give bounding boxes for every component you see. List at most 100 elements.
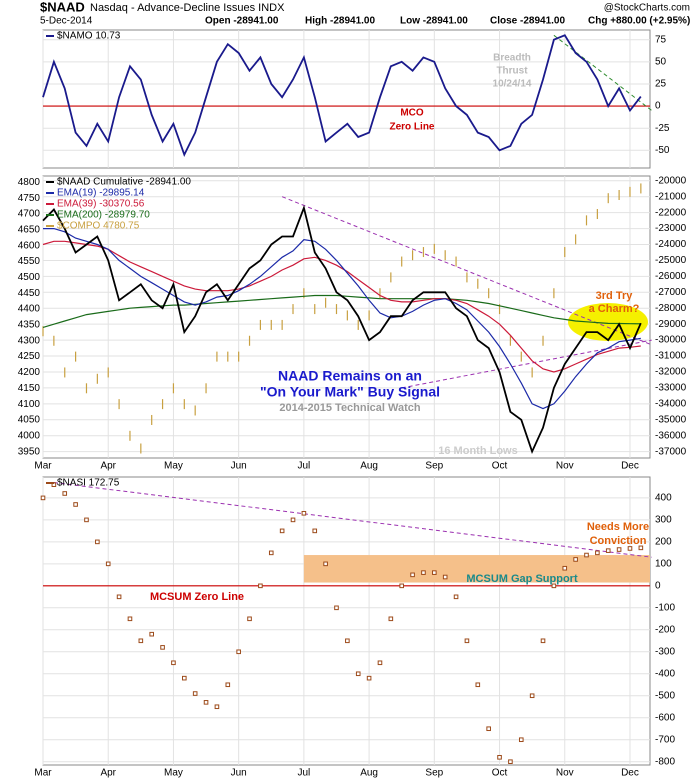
data-point [627,546,633,551]
data-point [584,552,589,558]
y-tick-label: -700 [655,734,675,745]
x-tick-label: Mar [34,461,52,472]
data-point [192,691,198,696]
data-point [312,528,318,534]
panel-frame [42,29,651,169]
data-point [345,638,350,644]
y2-tick-label: 4250 [18,351,41,362]
data-point [138,638,144,644]
data-point [551,583,557,589]
annotation: 2014-2015 Technical Watch [279,402,421,414]
y-tick-label: -500 [655,690,675,701]
close: Close -28941.00 [490,16,565,27]
y-tick-label: 25 [655,79,667,90]
data-point [182,675,187,681]
data-point [95,539,100,545]
y2-tick-label: 4700 [18,209,41,220]
y2-tick-label: 4050 [18,415,41,426]
y-tick-label: 0 [655,101,661,112]
legend-swatch [46,214,54,216]
y-tick-label: -800 [655,756,675,767]
y-tick-label: -37000 [655,446,687,457]
annotation: MCSUM Gap Support [466,573,578,585]
data-point [268,550,274,556]
y-tick-label: -32000 [655,367,687,378]
watermark: @StockCharts.com [604,3,690,14]
y-tick-label: -36000 [655,430,687,441]
legend-swatch [46,482,54,484]
plots: 75 50 25 0 -25 -50 $NAMO 10.73 -20000 -21000 -220… [18,31,687,779]
data-point [453,594,459,600]
annotation: 10/24/14 [493,79,532,90]
x-tick-label: Jul [297,768,310,779]
annotation: a Charm? [589,303,640,315]
data-point [605,548,611,553]
x-tick-label: Dec [621,461,639,472]
annotation: Conviction [590,535,647,547]
x-tick-label: Mar [34,768,52,779]
y-tick-label: 0 [655,580,661,591]
data-point [62,491,68,496]
x-tick-label: Sep [425,768,443,779]
date: 5-Dec-2014 [40,16,93,27]
data-point [540,638,546,644]
support-band [303,555,650,583]
y2-tick-label: 4500 [18,272,41,283]
annotation: 16 Month Lows [438,445,517,457]
data-point [214,704,220,710]
data-point [388,616,394,622]
x-tick-label: Jun [231,768,247,779]
panel-frame [42,476,651,766]
y-tick-label: 200 [655,536,672,547]
change: Chg +880.00 (+2.95%) [588,16,690,27]
high: High -28941.00 [305,16,375,27]
y-tick-label: -25 [655,123,670,134]
low: Low -28941.00 [400,16,468,27]
x-tick-label: May [164,461,183,472]
x-tick-label: Sep [425,461,443,472]
x-tick-label: Nov [556,461,574,472]
x-tick-label: Jul [297,461,310,472]
legend-swatch [46,35,54,37]
legend-label: EMA(19) -29895.14 [57,188,145,199]
data-point [410,572,415,578]
data-point [225,682,231,688]
data-point [638,545,644,551]
x-tick-label: Oct [492,768,508,779]
y-tick-label: -100 [655,602,675,613]
y-tick-label: 400 [655,493,672,504]
y-tick-label: 300 [655,515,672,526]
series-line [42,240,641,373]
legend-label: EMA(200) -28979.70 [57,210,150,221]
y2-tick-label: 4650 [18,225,41,236]
y-tick-label: -33000 [655,383,687,394]
data-point [84,517,89,523]
legend-swatch [46,181,54,183]
data-point [203,700,209,705]
data-point [105,561,111,567]
trendline [401,339,652,389]
data-point [73,502,78,507]
data-point [573,557,578,562]
data-point [40,495,46,501]
annotation: MCO [400,108,424,119]
data-point [366,675,372,681]
annotation: NAAD Remains on an [278,368,422,384]
symbol: $NAAD [40,0,85,14]
trendline [281,196,652,346]
legend-swatch [46,192,54,194]
x-tick-label: Oct [492,461,508,472]
y-tick-label: -20000 [655,175,687,186]
annotation: "On Your Mark" Buy Signal [260,384,440,400]
data-point [171,660,176,666]
data-point [616,547,622,552]
x-tick-label: May [164,768,183,779]
data-point [127,616,133,622]
y2-tick-label: 4350 [18,320,41,331]
y-tick-label: -600 [655,712,675,723]
x-tick-label: Apr [100,461,116,472]
y2-tick-label: 4400 [18,304,41,315]
data-point [290,517,296,523]
y2-tick-label: 4100 [18,399,41,410]
data-point [562,565,568,571]
